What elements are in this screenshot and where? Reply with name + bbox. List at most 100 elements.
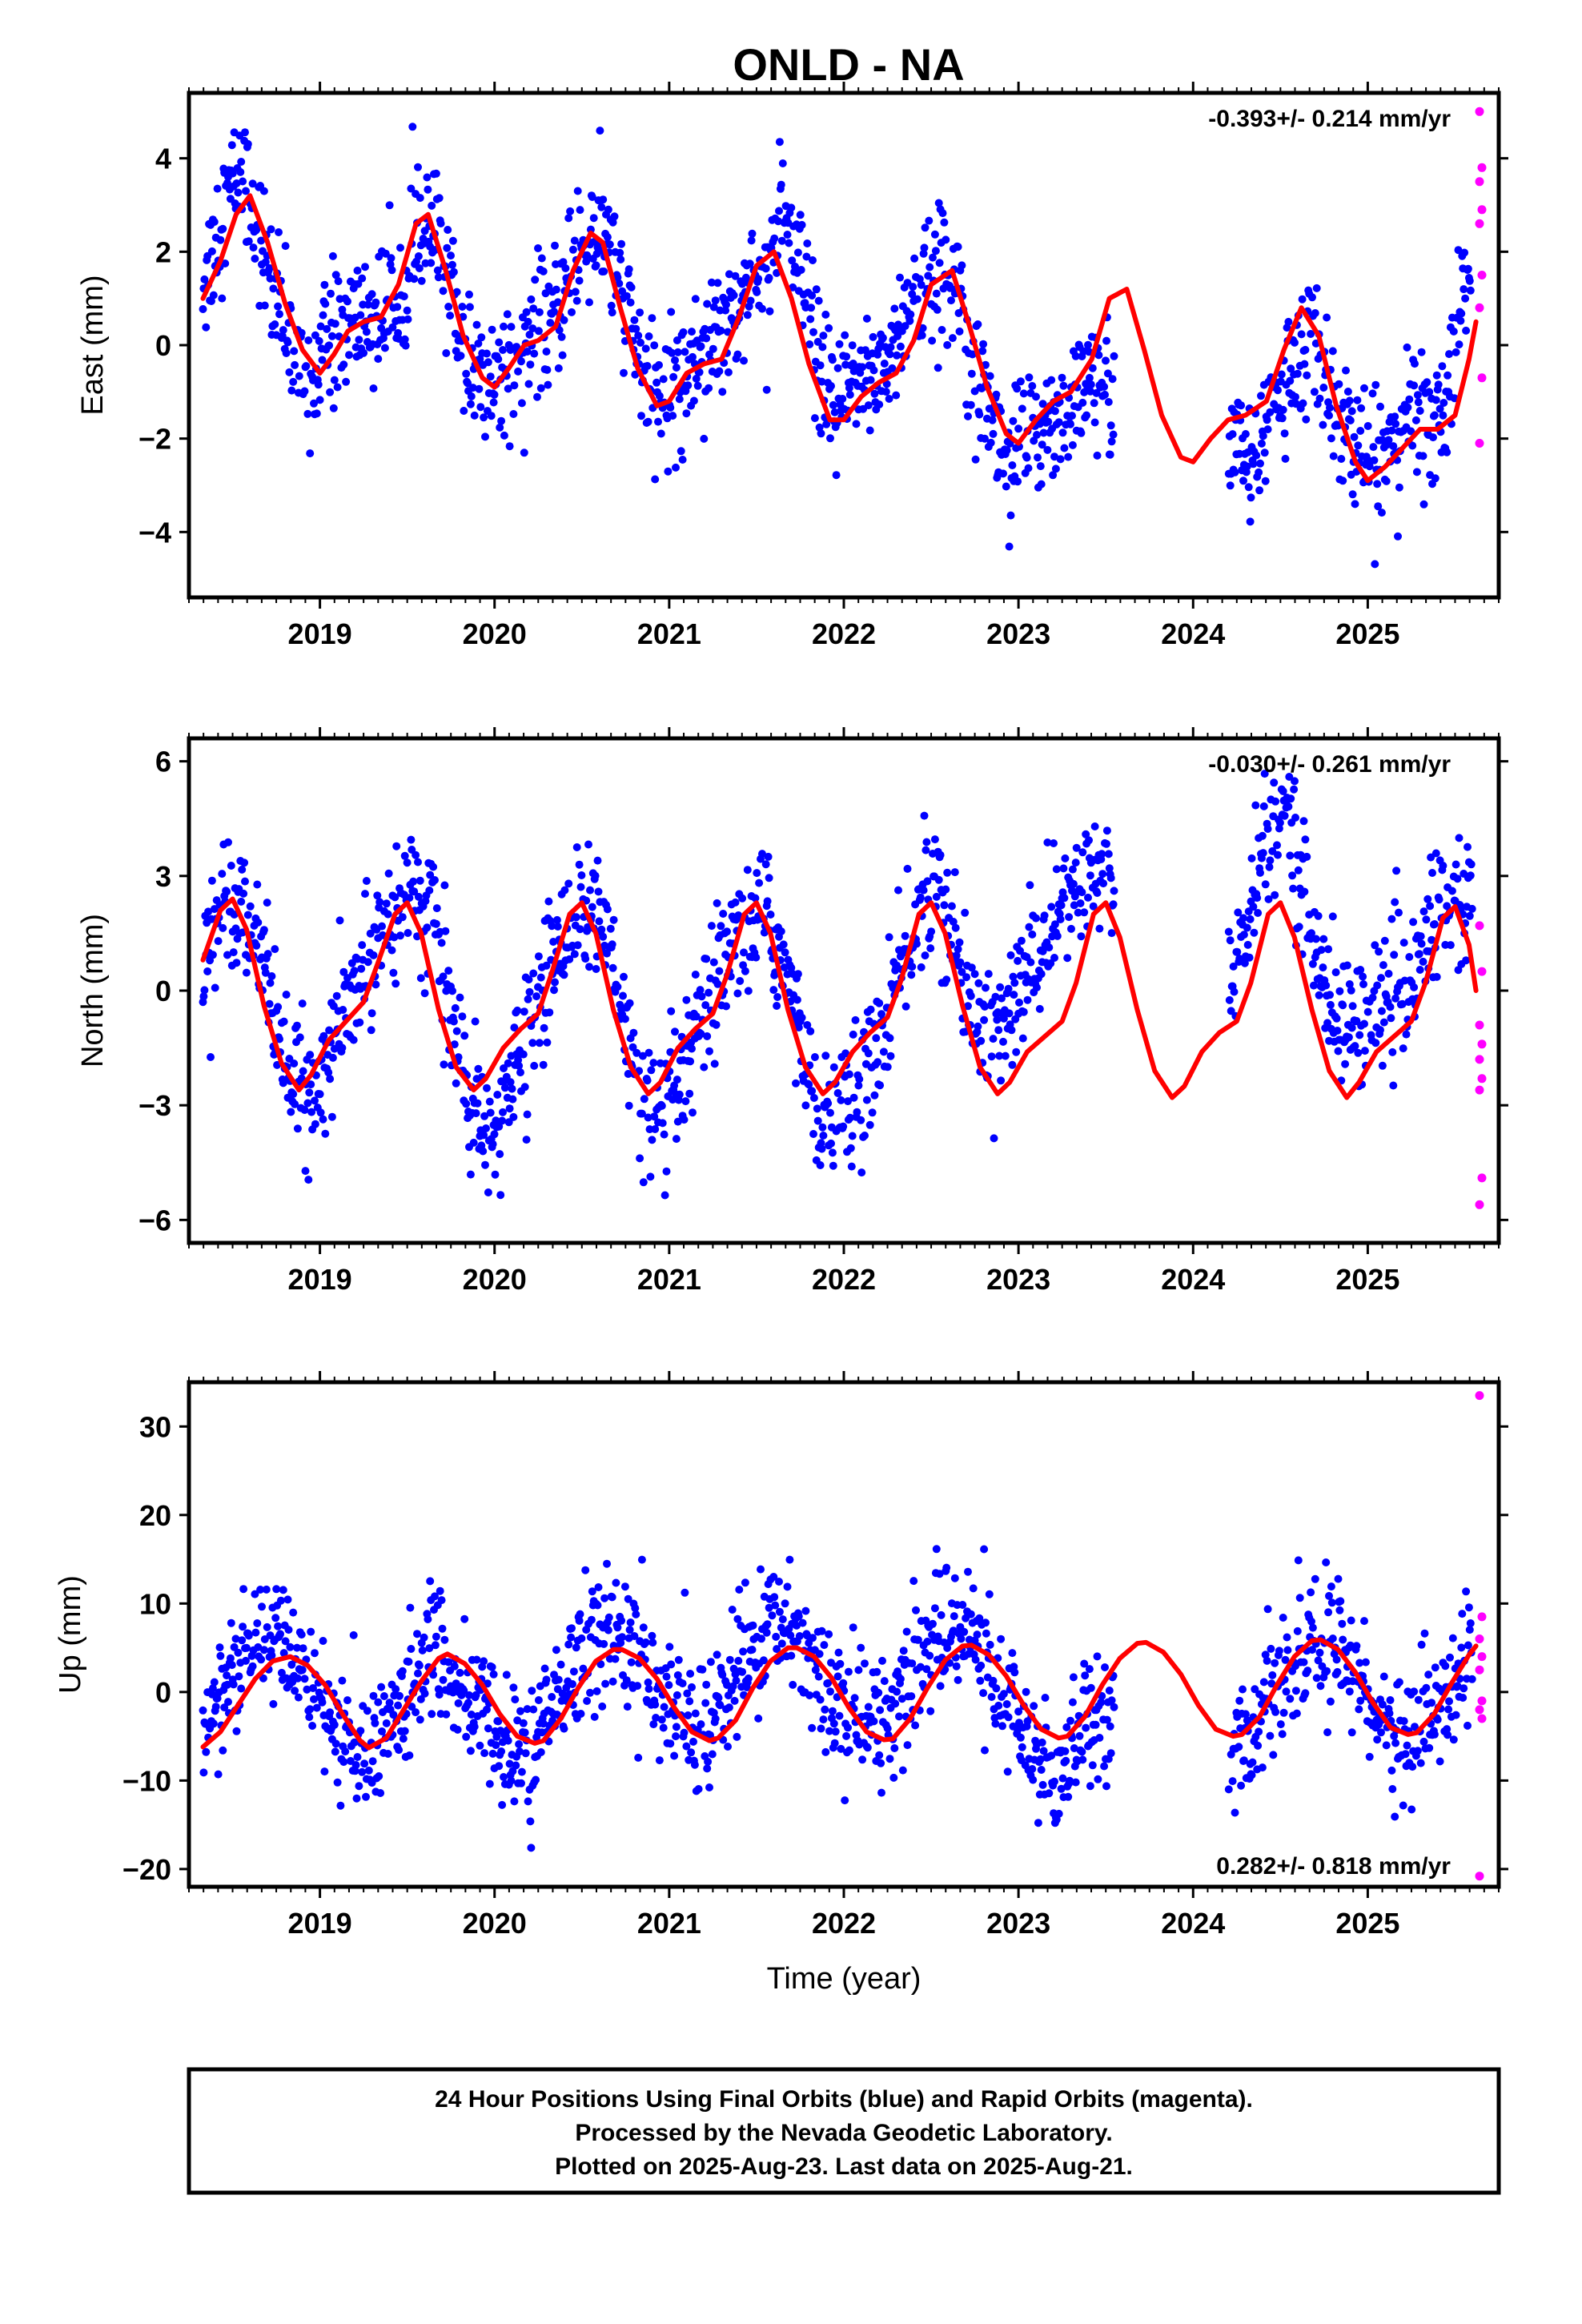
up-final-orbit-point [439, 1675, 448, 1684]
north-x-tick-label: 2021 [637, 1263, 701, 1296]
north-final-orbit-point [328, 1053, 337, 1062]
up-final-orbit-point [454, 1699, 463, 1707]
up-final-orbit-point [1263, 1605, 1272, 1614]
north-final-orbit-point [237, 897, 246, 906]
up-final-orbit-point [735, 1586, 744, 1594]
east-final-orbit-point [644, 332, 653, 340]
north-final-orbit-point [920, 811, 929, 820]
up-final-orbit-point [980, 1545, 989, 1554]
north-final-orbit-point [1392, 866, 1401, 875]
north-final-orbit-point [373, 891, 382, 900]
north-final-orbit-point [1249, 903, 1258, 911]
east-final-orbit-point [1231, 468, 1239, 476]
up-final-orbit-point [284, 1626, 293, 1634]
east-final-orbit-point [1350, 432, 1359, 441]
north-final-orbit-point [862, 1096, 871, 1104]
north-final-orbit-point [1247, 854, 1256, 862]
north-final-orbit-point [493, 1091, 502, 1099]
east-final-orbit-point [325, 341, 334, 350]
north-final-orbit-point [660, 1130, 669, 1139]
north-final-orbit-point [1074, 908, 1082, 917]
up-rate-label: 0.282+/- 0.818 mm/yr [1216, 1853, 1451, 1880]
north-final-orbit-point [361, 890, 369, 899]
up-final-orbit-point [687, 1748, 696, 1757]
north-final-orbit-point [520, 1083, 529, 1092]
north-final-orbit-point [593, 856, 602, 865]
east-final-orbit-point [269, 284, 278, 293]
north-x-tick-label: 2025 [1335, 1263, 1399, 1296]
east-final-orbit-point [1049, 471, 1058, 480]
north-final-orbit-point [908, 963, 917, 971]
north-final-orbit-point [949, 918, 958, 926]
north-final-orbit-point [1328, 912, 1337, 921]
north-final-orbit-point [1331, 968, 1340, 977]
east-final-orbit-point [886, 343, 895, 352]
up-final-orbit-point [351, 1767, 359, 1775]
north-final-orbit-point [508, 1084, 516, 1093]
east-final-orbit-point [1342, 366, 1350, 375]
north-final-orbit-point [608, 963, 617, 972]
east-final-orbit-point [1382, 476, 1391, 485]
north-final-orbit-point [405, 894, 414, 903]
up-final-orbit-point [880, 1677, 889, 1686]
north-final-orbit-point [846, 1144, 855, 1152]
east-final-orbit-point [236, 167, 245, 176]
east-final-orbit-point [631, 370, 640, 379]
up-final-orbit-point [821, 1705, 829, 1714]
north-final-orbit-point [608, 940, 616, 949]
east-rapid-orbit-point [1477, 163, 1487, 172]
up-final-orbit-point [1093, 1652, 1102, 1661]
up-final-orbit-point [701, 1699, 710, 1707]
north-final-orbit-point [639, 1178, 648, 1187]
east-final-orbit-point [541, 289, 550, 298]
east-final-orbit-point [1464, 264, 1472, 273]
east-final-orbit-point [718, 388, 727, 396]
up-final-orbit-point [844, 1723, 852, 1732]
up-rapid-orbit-point [1477, 1696, 1487, 1706]
up-final-orbit-point [520, 1728, 529, 1737]
north-final-orbit-point [506, 1078, 515, 1087]
east-final-orbit-point [523, 348, 532, 356]
north-final-orbit-point [927, 927, 936, 936]
east-final-orbit-point [1312, 283, 1321, 292]
up-final-orbit-point [1356, 1696, 1365, 1705]
up-final-orbit-point [637, 1555, 646, 1564]
east-final-orbit-point [510, 381, 519, 390]
north-final-orbit-point [319, 1115, 327, 1124]
north-final-orbit-point [486, 1108, 495, 1117]
up-final-orbit-point [498, 1800, 507, 1809]
east-final-orbit-point [1244, 483, 1253, 492]
north-final-orbit-point [769, 986, 778, 995]
north-final-orbit-point [821, 1051, 830, 1060]
north-final-orbit-point [685, 1089, 694, 1098]
east-final-orbit-point [319, 311, 327, 320]
up-final-orbit-point [728, 1606, 737, 1614]
north-final-orbit-point [1290, 785, 1299, 794]
up-final-orbit-point [1399, 1801, 1407, 1810]
up-final-orbit-point [234, 1648, 243, 1657]
up-final-orbit-point [1459, 1694, 1468, 1702]
north-final-orbit-point [1323, 1019, 1332, 1027]
east-final-orbit-point [435, 194, 444, 203]
up-final-orbit-point [568, 1624, 576, 1633]
east-final-orbit-point [496, 423, 504, 432]
east-final-orbit-point [525, 330, 534, 339]
up-final-orbit-point [331, 1747, 339, 1756]
north-final-orbit-point [540, 1023, 548, 1032]
up-final-orbit-point [594, 1583, 603, 1591]
up-final-orbit-point [539, 1719, 548, 1728]
up-final-orbit-point [608, 1677, 617, 1686]
east-final-orbit-point [1348, 490, 1357, 499]
up-final-orbit-point [665, 1681, 673, 1690]
east-final-orbit-point [300, 387, 309, 396]
north-final-orbit-point [586, 886, 594, 895]
north-final-orbit-point [1258, 831, 1267, 840]
east-final-orbit-point [281, 242, 290, 251]
up-final-orbit-point [929, 1619, 937, 1628]
north-x-tick-label: 2023 [986, 1263, 1050, 1296]
east-final-orbit-point [1038, 400, 1047, 408]
east-final-orbit-point [634, 332, 643, 340]
east-final-orbit-point [1319, 420, 1327, 429]
north-final-orbit-point [950, 868, 959, 877]
up-final-orbit-point [1347, 1728, 1356, 1737]
